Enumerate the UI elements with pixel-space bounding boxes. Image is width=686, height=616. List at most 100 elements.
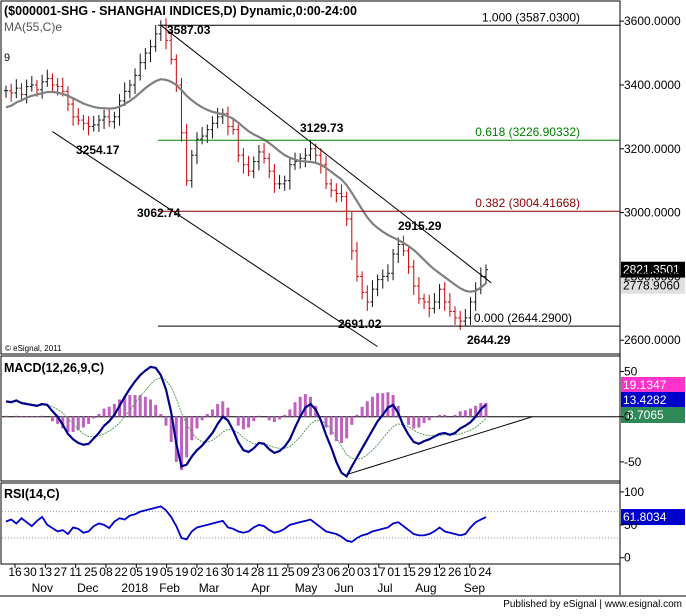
rsi-y-label: 0 [624,551,631,565]
x-tick-label: 25 [84,565,98,579]
chart-title: ($000001-SHG - SHANGHAI INDICES,D) Dynam… [4,4,357,18]
rsi-panel: RSI(14,C) 61.8034 [2,487,685,543]
channel-lower-line [52,131,378,348]
ma-line [5,78,487,293]
x-tick-label: 02 [190,565,204,579]
x-tick-label: 03 [357,565,371,579]
x-tick-label: 01 [387,565,401,579]
x-tick-label: 08 [99,565,113,579]
swing-label: 2691.02 [338,317,382,331]
footer-credit: Published by eSignal | www.esignal.com [503,599,682,610]
x-month-label: Mar [199,581,220,595]
x-tick-label: 28 [251,565,265,579]
x-tick-label: 09 [296,565,310,579]
fib-level-label: 0.618 (3226.90332) [475,125,580,139]
x-month-label: Feb [159,581,180,595]
macd-tag-value: 13.4282 [623,393,667,407]
swing-label: 3129.73 [300,121,344,135]
x-month-label: Nov [32,581,53,595]
x-tick-label: 30 [221,565,235,579]
ma-tag-box [621,277,685,294]
macd-line [5,365,487,479]
price-y-label: 3600.0000 [624,14,681,28]
x-month-label: May [295,581,318,595]
swing-label: 3062.74 [137,206,181,220]
x-tick-label: 05 [130,565,144,579]
x-tick-label: 13 [39,565,53,579]
price-y-label: 3400.0000 [624,78,681,92]
y-axis: 3600.0000 3400.0000 3200.0000 3000.0000 2800… [620,14,681,565]
macd-tag-value: 19.1347 [623,378,667,392]
x-tick-label: 11 [69,565,82,579]
footer-bar [0,596,686,611]
ma-legend: MA(55,C)e [4,20,62,34]
rsi-tag-value: 61.8034 [623,510,667,524]
x-month-label: 2018 [121,581,148,595]
ma-tag-value: 2778.9060 [623,279,680,293]
macd-y-label: 50 [624,364,638,378]
x-tick-label: 22 [114,565,128,579]
macd-trendline [346,416,533,476]
x-tick-label: 24 [478,565,492,579]
rsi-y-label: 100 [624,485,644,499]
swing-label: 2644.29 [467,333,511,347]
x-tick-label: 05 [160,565,174,579]
x-tick-label: 17 [372,565,386,579]
x-month-label: Jul [377,581,392,595]
x-month-label: Aug [415,581,436,595]
x-tick-label: 30 [23,565,37,579]
x-axis: 16 30 13 27 11 25 08 22 05 19 05 19 02 16 30 14 28 11 25 09… [8,564,492,595]
x-tick-label: 19 [145,565,159,579]
macd-title: MACD(12,26,9,C) [4,361,104,375]
copyright-label: © eSignal, 2011 [5,344,62,353]
x-month-label: Dec [77,581,98,595]
rsi-line [5,505,487,543]
channel-upper-line [160,24,492,284]
x-tick-label: 10 [463,565,477,579]
x-month-label: Jun [334,581,353,595]
swing-high-label: 3587.03 [167,23,211,37]
x-tick-label: 16 [8,565,22,579]
x-tick-label: 15 [403,565,417,579]
x-tick-label: 16 [205,565,219,579]
price-panel: 1.000 (3587.0300) 0.618 (3226.90332) 0.382… [4,10,685,348]
x-tick-label: 26 [448,565,462,579]
x-tick-label: 29 [418,565,432,579]
x-tick-label: 20 [342,565,356,579]
stray-label: 9 [4,52,10,64]
macd-tag-value: -8.7065 [623,408,664,422]
x-tick-label: 06 [327,565,341,579]
price-y-label: 3000.0000 [624,206,681,220]
x-tick-label: 19 [175,565,189,579]
macd-tag-box [621,377,685,393]
price-tag-value: 2821.3501 [623,263,680,277]
fib-level-label: 0.000 (2644.2900) [474,311,572,325]
x-tick-label: 25 [281,565,295,579]
fib-level-label: 0.382 (3004.41668) [475,196,580,210]
x-tick-label: 14 [236,565,250,579]
x-month-label: Sep [464,581,486,595]
swing-label: 3254.17 [76,143,120,157]
price-y-label: 2800.0000 [624,269,681,283]
price-tag-box [621,261,685,278]
price-y-label: 2600.0000 [624,333,681,347]
rsi-y-label: 50 [624,518,638,532]
x-tick-label: 27 [54,565,68,579]
rsi-tag-box [621,509,685,526]
x-tick-label: 12 [433,565,447,579]
x-month-label: Apr [251,581,270,595]
x-tick-label: 11 [267,565,280,579]
macd-signal-line [6,377,487,460]
macd-tag-box [621,392,685,408]
macd-y-label: -50 [624,455,642,469]
fib-level-label: 1.000 (3587.0300) [482,10,580,24]
price-y-label: 3200.0000 [624,142,681,156]
macd-y-label: 0 [624,410,631,424]
swing-label: 2915.29 [398,219,442,233]
x-tick-label: 23 [312,565,326,579]
rsi-title: RSI(14,C) [4,487,60,501]
